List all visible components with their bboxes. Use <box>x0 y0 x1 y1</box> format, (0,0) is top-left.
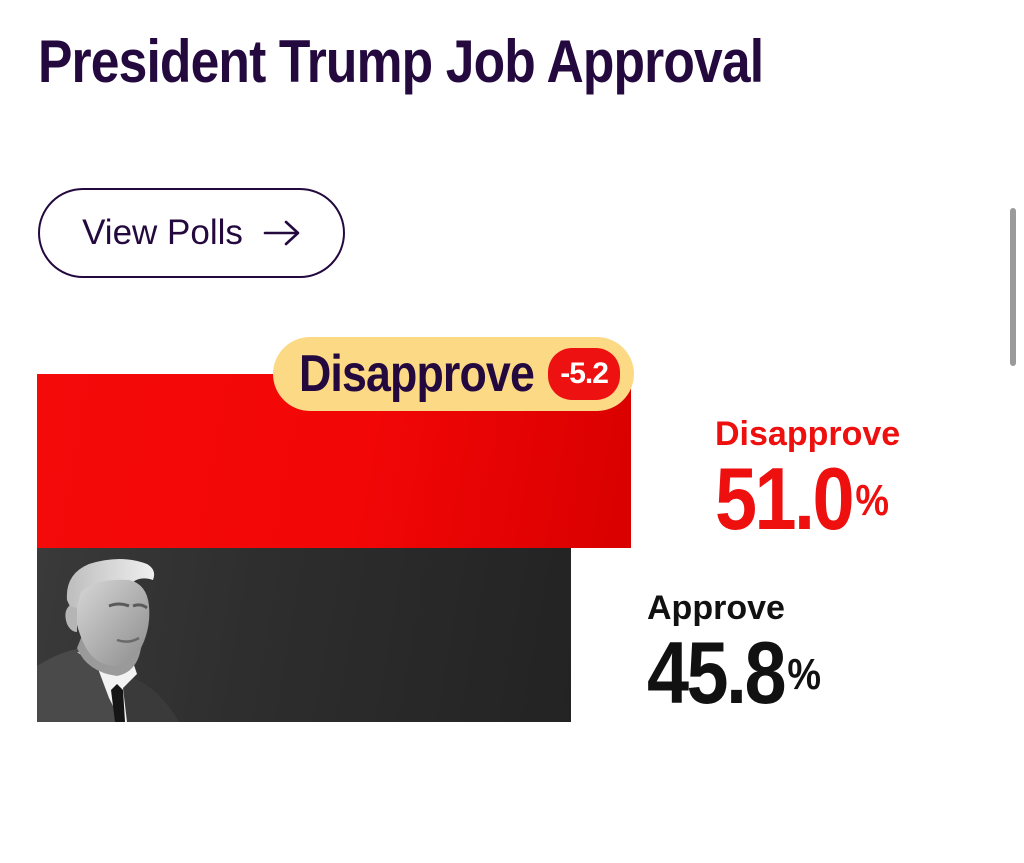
scrollbar[interactable] <box>1010 208 1016 366</box>
approve-label: Approve <box>647 589 785 627</box>
leader-label: Disapprove <box>299 345 535 403</box>
disapprove-result: Disapprove 51.0% <box>715 414 914 544</box>
margin-badge: -5.2 <box>548 348 620 400</box>
approve-bar <box>37 548 571 722</box>
approve-value-wrap: 45.8% <box>647 628 821 718</box>
trump-photo <box>37 559 179 722</box>
disapprove-value-wrap: 51.0% <box>715 454 889 544</box>
disapprove-percent-sign: % <box>855 476 889 525</box>
approve-percent-sign: % <box>787 650 821 699</box>
disapprove-value: 51.0 <box>715 449 855 548</box>
view-polls-button[interactable]: View Polls <box>38 188 345 278</box>
page-title: President Trump Job Approval <box>38 28 764 95</box>
disapprove-label: Disapprove <box>715 415 901 453</box>
leader-badge: Disapprove -5.2 <box>273 337 634 411</box>
approve-result: Approve 45.8% <box>647 588 846 718</box>
view-polls-label: View Polls <box>82 213 243 252</box>
approve-value: 45.8 <box>647 623 787 722</box>
arrow-right-icon <box>263 220 301 246</box>
